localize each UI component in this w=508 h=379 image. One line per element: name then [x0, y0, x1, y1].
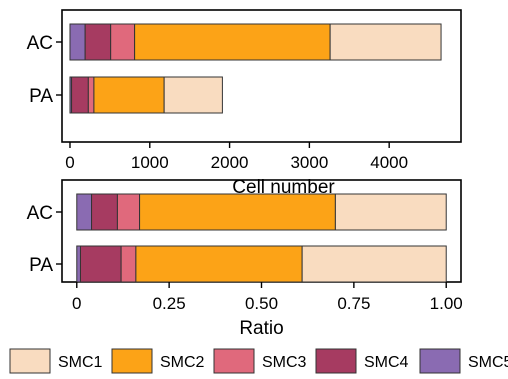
bar-ac-smc4: [91, 193, 118, 231]
bar-ac-smc2: [139, 193, 336, 231]
bar-pa-smc4: [79, 245, 122, 283]
y-tick-label-pa: PA: [29, 255, 53, 276]
legend-label-smc2: SMC2: [160, 354, 205, 371]
bar-ac-smc1: [334, 193, 447, 231]
legend-label-smc4: SMC4: [364, 354, 409, 371]
bar-pa-smc3: [87, 76, 95, 114]
legend-swatch-smc4: [315, 348, 357, 374]
y-tick-label-pa: PA: [29, 86, 53, 107]
x-tick-label: 0.25: [153, 294, 186, 313]
bar-pa-smc4: [71, 76, 89, 114]
bar-ac-smc2: [134, 23, 331, 61]
legend-swatch-smc1: [9, 348, 51, 374]
x-tick-label: 2000: [211, 153, 249, 172]
y-tick-label-ac: AC: [27, 203, 53, 224]
legend-label-smc3: SMC3: [262, 354, 307, 371]
bar-ac-smc5: [76, 193, 93, 231]
x-axis-title: Ratio: [239, 318, 283, 339]
bar-pa-smc2: [135, 245, 303, 283]
legend-label-smc5: SMC5: [468, 354, 508, 371]
bar-ac-smc5: [69, 23, 86, 61]
bar-pa-smc3: [120, 245, 137, 283]
bar-ac-smc4: [84, 23, 112, 61]
x-axis-title: Cell number: [232, 177, 335, 198]
bar-ac-smc3: [116, 193, 141, 231]
x-tick-label: 1000: [131, 153, 169, 172]
legend-swatch-smc5: [419, 348, 461, 374]
x-tick-label: 0: [72, 294, 81, 313]
bar-pa-smc5: [76, 245, 81, 283]
x-tick-label: 0: [65, 153, 74, 172]
bar-pa-smc1: [301, 245, 447, 283]
x-tick-label: 0.75: [337, 294, 370, 313]
bar-pa-smc2: [93, 76, 165, 114]
plot-frame-1: [61, 9, 462, 143]
bar-ac-smc3: [110, 23, 136, 61]
x-tick-label: 4000: [370, 153, 408, 172]
legend-swatch-smc2: [111, 348, 153, 374]
bar-ac-smc1: [329, 23, 442, 61]
y-tick-label-ac: AC: [27, 33, 53, 54]
legend-label-smc1: SMC1: [58, 354, 103, 371]
x-tick-label: 3000: [290, 153, 328, 172]
x-tick-label: 1.00: [430, 294, 463, 313]
bar-pa-smc1: [163, 76, 223, 114]
legend-swatch-smc3: [213, 348, 255, 374]
x-tick-label: 0.50: [245, 294, 278, 313]
